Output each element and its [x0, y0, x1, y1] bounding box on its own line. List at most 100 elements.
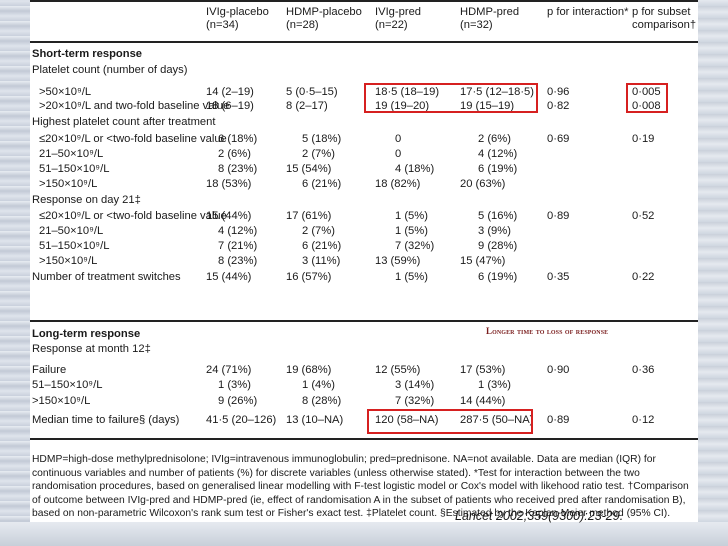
- row-label: 51–150×10⁹/L: [39, 163, 110, 175]
- table-cell: 19 (19–20): [375, 100, 430, 112]
- table-cell: 24 (71%): [206, 364, 252, 376]
- row-label: Highest platelet count after treatment: [32, 116, 216, 128]
- bottom-rule: [30, 438, 698, 440]
- table-cell: 6 (21%): [302, 240, 342, 252]
- table-cell: 7 (32%): [395, 395, 435, 407]
- row-label: >150×10⁹/L: [32, 395, 91, 407]
- table-cell: 0: [395, 148, 402, 160]
- header-hdmp-placebo: HDMP-placebo (n=28): [286, 6, 362, 31]
- table-cell: 18 (82%): [375, 178, 421, 190]
- table-cell: 1 (5%): [395, 210, 428, 222]
- table-cell: 1 (5%): [395, 225, 428, 237]
- results-table: IVIg-placebo (n=34) HDMP-placebo (n=28) IV…: [30, 0, 698, 522]
- header-p-subset: p for subset comparison†: [632, 6, 697, 31]
- table-cell: 17·5 (12–18·5): [460, 86, 535, 98]
- table-cell: 5 (18%): [302, 133, 342, 145]
- table-cell: 5 (0·5–15): [286, 86, 338, 98]
- table-cell: 8 (23%): [218, 163, 258, 175]
- table-cell: 0·35: [547, 271, 570, 283]
- table-cell: 6 (19%): [478, 271, 518, 283]
- table-cell: 9 (26%): [218, 395, 258, 407]
- table-cell: 1 (4%): [302, 379, 335, 391]
- row-label: Platelet count (number of days): [32, 64, 188, 76]
- table-cell: 0·89: [547, 210, 570, 222]
- highlight-box-pred-days: [364, 83, 538, 113]
- table-cell: 3 (14%): [395, 379, 435, 391]
- table-cell: 0·005: [632, 86, 661, 98]
- row-label: 21–50×10⁹/L: [39, 225, 104, 237]
- table-cell: 6 (21%): [302, 178, 342, 190]
- row-label: >50×10⁹/L: [39, 86, 92, 98]
- table-cell: 6 (18%): [218, 133, 258, 145]
- table-cell: 4 (12%): [478, 148, 518, 160]
- header-p-interaction: p for interaction*: [547, 6, 629, 18]
- row-label: Failure: [32, 364, 67, 376]
- table-cell: 2 (7%): [302, 148, 335, 160]
- table-cell: 18 (6–19): [206, 100, 254, 112]
- table-cell: 18·5 (18–19): [375, 86, 440, 98]
- citation: Lancet 2002;359(9300):23-29.: [455, 509, 624, 523]
- table-cell: 17 (61%): [286, 210, 332, 222]
- section-rule: [30, 320, 698, 322]
- table-cell: 0·19: [632, 133, 655, 145]
- row-label: Number of treatment switches: [32, 271, 181, 283]
- row-label: >150×10⁹/L: [39, 178, 98, 190]
- row-label: Response on day 21‡: [32, 194, 141, 206]
- row-label: Long-term response: [32, 328, 141, 340]
- table-cell: 9 (28%): [478, 240, 518, 252]
- table-cell: 8 (23%): [218, 255, 258, 267]
- table-cell: 0·12: [632, 414, 655, 426]
- highlight-box-median-failure: [367, 409, 533, 434]
- table-footnote: HDMP=high-dose methylprednisolone; IVIg=…: [32, 454, 689, 520]
- row-label: 21–50×10⁹/L: [39, 148, 104, 160]
- table-cell: 4 (12%): [218, 225, 258, 237]
- table-cell: 0: [395, 133, 402, 145]
- row-label: ≤20×10⁹/L or <two-fold baseline value: [39, 210, 227, 222]
- header-ivig-placebo: IVIg-placebo (n=34): [206, 6, 269, 31]
- table-cell: 1 (3%): [218, 379, 251, 391]
- table-cell: 15 (54%): [286, 163, 332, 175]
- header-ivig-pred: IVIg-pred (n=22): [375, 6, 422, 31]
- table-cell: 5 (16%): [478, 210, 518, 222]
- row-label: 51–150×10⁹/L: [39, 240, 110, 252]
- table-cell: 8 (2–17): [286, 100, 328, 112]
- table-cell: 13 (10–NA): [286, 414, 344, 426]
- table-cell: 13 (59%): [375, 255, 421, 267]
- table-cell: 1 (5%): [395, 271, 428, 283]
- table-cell: 16 (57%): [286, 271, 332, 283]
- background-left-strip: [0, 0, 30, 546]
- table-cell: 14 (44%): [460, 395, 506, 407]
- table-cell: 2 (6%): [218, 148, 251, 160]
- table-cell: 12 (55%): [375, 364, 421, 376]
- header-hdmp-pred: HDMP-pred (n=32): [460, 6, 520, 31]
- table-cell: 19 (15–19): [460, 100, 515, 112]
- table-cell: 7 (32%): [395, 240, 435, 252]
- table-cell: 4 (18%): [395, 163, 435, 175]
- row-label: Median time to failure§ (days): [32, 414, 180, 426]
- highlight-box-p-subset: [626, 83, 668, 113]
- row-label: >150×10⁹/L: [39, 255, 98, 267]
- table-cell: 3 (9%): [478, 225, 511, 237]
- table-cell: 20 (63%): [460, 178, 506, 190]
- table-cell: 17 (53%): [460, 364, 506, 376]
- table-cell: 0·69: [547, 133, 570, 145]
- table-cell: 3 (11%): [302, 255, 341, 267]
- table-cell: 0·22: [632, 271, 655, 283]
- table-cell: 18 (53%): [206, 178, 252, 190]
- table-cell: 2 (7%): [302, 225, 335, 237]
- table-cell: 7 (21%): [218, 240, 258, 252]
- table-cell: 1 (3%): [478, 379, 511, 391]
- table-cell: 8 (28%): [302, 395, 342, 407]
- annotation-note: Longer time to loss of response: [486, 326, 609, 336]
- table-cell: 19 (68%): [286, 364, 332, 376]
- table-cell: 15 (44%): [206, 271, 252, 283]
- table-cell: 0·36: [632, 364, 655, 376]
- background-bottom-strip: [0, 522, 728, 546]
- table-cell: 120 (58–NA): [375, 414, 439, 426]
- table-cell: 41·5 (20–126): [206, 414, 277, 426]
- background-right-strip: [698, 0, 728, 546]
- table-cell: 0·96: [547, 86, 570, 98]
- row-label: 51–150×10⁹/L: [32, 379, 103, 391]
- table-cell: 6 (19%): [478, 163, 518, 175]
- table-top-rule: [30, 0, 698, 2]
